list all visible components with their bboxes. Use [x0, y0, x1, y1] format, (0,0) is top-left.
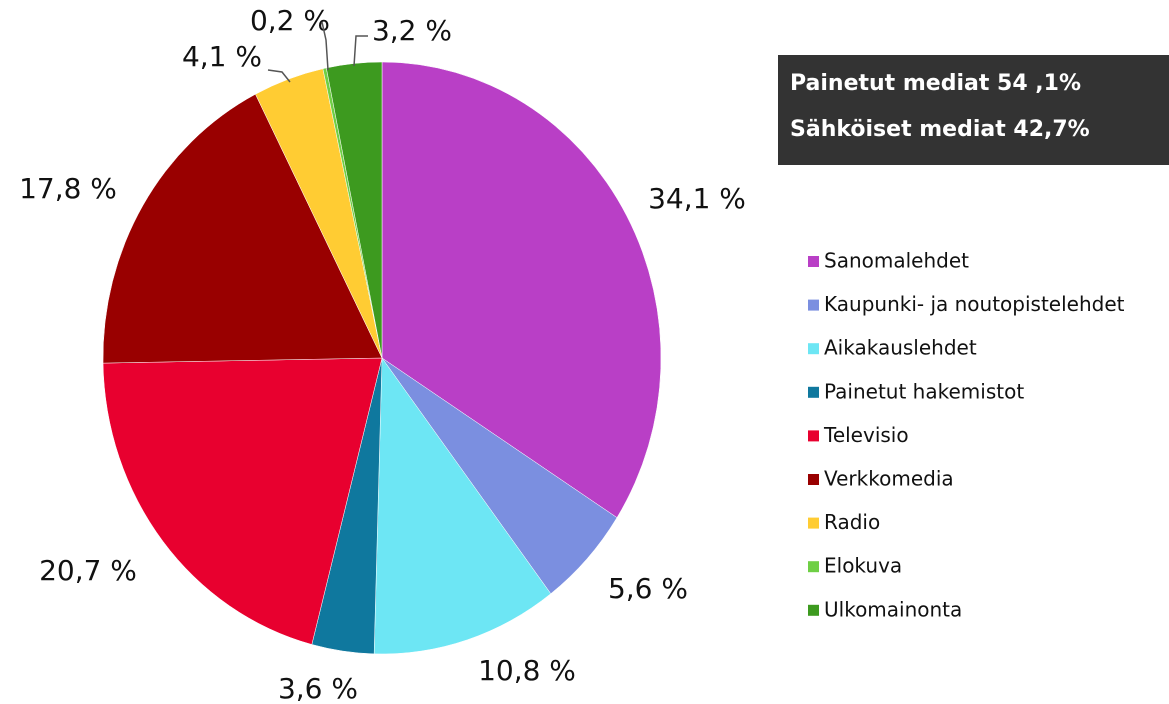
legend-label: Sanomalehdet: [824, 249, 969, 273]
legend-label: Aikakauslehdet: [824, 336, 977, 360]
annotation: Sähköiset mediat 42,7%: [790, 117, 1090, 142]
pie-slice: [381, 61, 662, 518]
legend-label: Verkkomedia: [824, 467, 954, 491]
legend-swatch: [808, 517, 819, 529]
legend-label: Painetut hakemistot: [824, 379, 1024, 403]
legend-swatch: [808, 474, 819, 485]
data-label: 10,8 %: [478, 654, 576, 687]
data-label: 20,7 %: [39, 554, 137, 587]
annotation-box: [778, 55, 1169, 165]
legend-label: Radio: [824, 510, 880, 534]
data-label: 4,1 %: [182, 40, 262, 73]
data-label: 3,2 %: [372, 14, 452, 47]
pie-slice: [102, 357, 383, 645]
data-label: 34,1 %: [648, 182, 746, 215]
leader-line: [353, 35, 368, 67]
data-label: 0,2 %: [250, 4, 330, 37]
leader-line: [321, 21, 329, 71]
data-label: 3,6 %: [278, 672, 358, 704]
pie-slice: [102, 93, 383, 364]
leader-line: [267, 69, 291, 83]
legend-label: Ulkomainonta: [824, 597, 962, 621]
data-label: 5,6 %: [608, 572, 688, 605]
pie-slice: [373, 357, 552, 655]
legend-swatch: [808, 604, 819, 616]
legend-label: Elokuva: [824, 554, 902, 578]
annotation: Painetut mediat 54 ,1%: [790, 71, 1081, 96]
data-label: 17,8 %: [19, 172, 117, 205]
legend-swatch: [808, 256, 819, 267]
legend-swatch: [808, 386, 819, 398]
legend-label: Kaupunki- ja noutopistelehdet: [824, 292, 1125, 316]
legend-swatch: [808, 561, 819, 573]
legend-swatch: [808, 430, 819, 442]
legend-swatch: [808, 299, 819, 311]
legend-label: Televisio: [823, 423, 909, 447]
legend-swatch: [808, 343, 819, 355]
